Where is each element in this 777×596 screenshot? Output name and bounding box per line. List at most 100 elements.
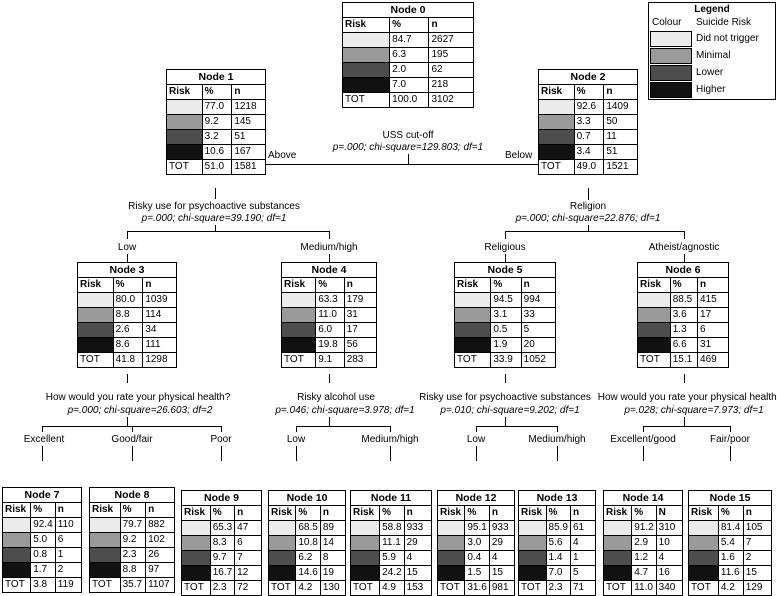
edge-line <box>505 417 506 427</box>
edge-line <box>505 254 506 262</box>
risk-swatch <box>267 520 297 536</box>
node-risk-row: 1.9 20 <box>453 337 557 353</box>
node-n-cell: 5 <box>520 322 557 338</box>
node-2: Node 2 Risk% n 92.6 1409 3.3 50 0.7 11 3.4 51 TOT 49… <box>538 69 638 175</box>
node-total-row: TOT 31.6 981 <box>436 580 516 596</box>
node-pct-cell: 77.0 <box>201 99 233 115</box>
risk-swatch <box>538 144 575 160</box>
edge-line <box>42 446 43 461</box>
node-title: Node 2 <box>538 69 638 85</box>
risk-swatch <box>688 550 719 566</box>
node-n-cell: 111 <box>142 337 177 353</box>
risk-swatch <box>280 337 317 353</box>
node-risk-row: 77.0 1218 <box>166 99 266 115</box>
risk-swatch <box>267 550 297 566</box>
legend-header: Colour Suicide Risk <box>649 16 775 30</box>
node-pct-cell: 0.5 <box>490 322 522 338</box>
risk-swatch <box>181 565 211 581</box>
node-pct-header: % <box>112 277 144 293</box>
split-4-right-branch: Medium/high <box>361 434 419 445</box>
risk-swatch <box>453 292 492 308</box>
edge-line <box>476 426 558 427</box>
split-5-name: Risky use for psychoactive substances <box>419 392 591 403</box>
node-risk-row: 2.0 62 <box>341 62 474 78</box>
node-pct-cell: 2.6 <box>112 322 144 338</box>
risk-swatch <box>89 532 121 548</box>
risk-swatch <box>453 307 492 323</box>
node-risk-row: 3.2 51 <box>166 129 266 145</box>
risk-swatch <box>453 322 492 338</box>
node-pct-cell: 7.0 <box>389 77 430 93</box>
edge-line <box>684 417 685 427</box>
risk-swatch <box>349 520 381 536</box>
risk-swatch <box>602 535 633 551</box>
edge-line <box>588 225 589 232</box>
node-risk-row: 0.8 1 <box>1 547 83 563</box>
edge-line <box>329 374 330 383</box>
node-risk-row: 10.6 167 <box>166 144 266 160</box>
node-pct-cell: 10.6 <box>201 144 233 160</box>
node-pct-cell: 95.1 <box>464 520 490 536</box>
node-pct-cell: 8.3 <box>209 535 236 551</box>
risk-swatch <box>436 535 466 551</box>
risk-swatch <box>518 520 547 536</box>
node-12: Node 12 Risk% n 95.1 933 3.0 29 0.4 4 1.5 15 TOT 31.… <box>436 490 516 596</box>
node-risk-header: Risk <box>538 84 575 100</box>
node-total-label: TOT <box>453 352 492 368</box>
node-n-header: n <box>142 277 177 293</box>
edge-line <box>266 164 538 165</box>
node-pct-cell: 3.4 <box>573 144 605 160</box>
edge-line <box>329 417 330 427</box>
split-5-stat: p=.010; chi-square=9.202; df=1 <box>440 405 580 416</box>
node-n-cell: 179 <box>343 292 378 308</box>
node-risk-header: Risk <box>341 17 391 33</box>
edge-line <box>643 446 644 461</box>
split-0-right-branch: Below <box>505 150 533 161</box>
node-risk-header: Risk <box>349 505 381 521</box>
node-pct-header: % <box>389 17 430 33</box>
legend-swatch <box>650 81 692 98</box>
split-1-right-branch: Medium/high <box>300 242 358 253</box>
node-pct-header: % <box>201 84 233 100</box>
node-10: Node 10 Risk% n 68.5 89 10.8 14 6.2 8 14.6 19 TOT 4.… <box>267 490 347 596</box>
node-risk-row: 2.9 10 <box>602 535 684 551</box>
edge-line <box>127 417 128 427</box>
node-risk-row: 5.9 4 <box>349 550 433 566</box>
risk-swatch <box>77 322 114 338</box>
node-pct-header: % <box>464 505 490 521</box>
node-risk-row: 63.3 179 <box>280 292 378 308</box>
risk-swatch <box>166 114 203 130</box>
edge-line <box>390 446 391 461</box>
node-risk-row: 79.7 882 <box>89 517 175 533</box>
node-pct-cell: 92.4 <box>30 517 56 533</box>
risk-swatch <box>688 565 719 581</box>
node-pct-cell: 1.9 <box>490 337 522 353</box>
node-pct-header: % <box>119 502 147 518</box>
node-n-cell: 310 <box>655 520 684 536</box>
node-risk-row: 2.6 34 <box>77 322 177 338</box>
node-n-cell: 195 <box>428 47 474 63</box>
node-total-label: TOT <box>280 352 317 368</box>
node-title: Node 13 <box>518 490 596 506</box>
legend-row: Higher <box>649 81 775 98</box>
node-n-cell: 2 <box>742 550 773 566</box>
edge-line <box>643 426 731 427</box>
node-total-label: TOT <box>349 580 381 596</box>
node-n-cell: 415 <box>697 292 729 308</box>
node-pct-cell: 79.7 <box>119 517 147 533</box>
node-total-row: TOT 3.8 119 <box>1 577 83 593</box>
node-pct-cell: 7.0 <box>545 565 572 581</box>
node-n-header: n <box>603 84 638 100</box>
node-pct-cell: 1.4 <box>545 550 572 566</box>
node-pct-cell: 10.8 <box>295 535 321 551</box>
edge-line <box>296 426 297 432</box>
risk-swatch <box>688 520 719 536</box>
risk-swatch <box>341 32 391 48</box>
node-n-cell: 29 <box>488 535 516 551</box>
node-risk-header: Risk <box>637 277 671 293</box>
node-total-pct: 2.3 <box>545 580 572 596</box>
node-total-row: TOT 15.1 469 <box>637 352 729 368</box>
node-7: Node 7 Risk% n 92.4 110 5.0 6 0.8 1 1.7 2 TOT 3.8 119 <box>1 487 83 593</box>
node-pct-header: % <box>30 502 56 518</box>
split-1-name: Risky use for psychoactive substances <box>128 201 300 212</box>
